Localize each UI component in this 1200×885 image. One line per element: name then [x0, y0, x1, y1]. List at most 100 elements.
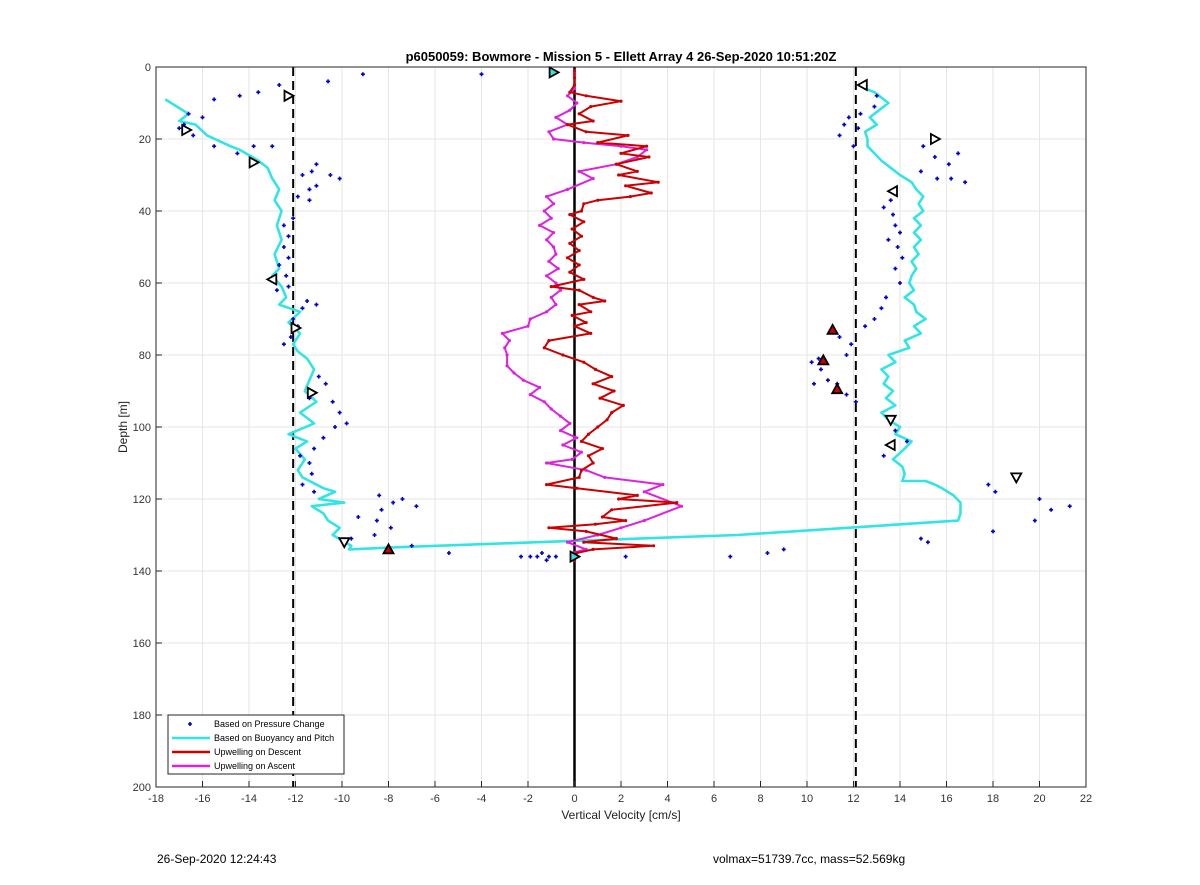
series-point-upwelling-on-descent [596, 425, 600, 429]
pressure-change-point [811, 381, 816, 386]
y-tick-label: 60 [139, 278, 151, 290]
pressure-change-point [921, 144, 926, 149]
series-point-upwelling-on-ascent [528, 393, 532, 397]
legend: Based on Pressure Change Based on Buoyanc… [167, 714, 345, 775]
series-point-upwelling-on-descent [577, 303, 581, 307]
y-tick-label: 40 [139, 206, 151, 218]
series-point-upwelling-on-descent [589, 331, 593, 335]
pressure-change-point [856, 126, 861, 131]
pressure-change-point [200, 115, 205, 120]
pressure-change-point [374, 518, 379, 523]
series-point-upwelling-on-ascent [642, 519, 646, 523]
series-point-upwelling-on-ascent [551, 245, 556, 249]
triangle-marker [283, 89, 296, 103]
triangle-marker [290, 321, 303, 335]
pressure-change-point [344, 421, 349, 426]
chart-title: p6050059: Bowmore - Mission 5 - Ellett A… [406, 49, 837, 64]
x-tick-label: -8 [384, 793, 394, 805]
series-point-upwelling-on-descent [572, 83, 577, 87]
pressure-change-point [874, 93, 879, 98]
series-point-upwelling-on-descent [577, 249, 581, 253]
legend-entry: Based on Pressure Change [214, 719, 325, 729]
series-point-upwelling-on-ascent [545, 238, 549, 242]
pressure-change-point [886, 237, 891, 242]
pressure-change-point [337, 410, 342, 415]
pressure-change-point [837, 335, 842, 339]
pressure-change-point [765, 551, 770, 555]
pressure-change-point [535, 554, 540, 559]
x-tick-label: -18 [148, 793, 164, 805]
series-point-upwelling-on-descent [582, 540, 586, 544]
pressure-change-point [291, 216, 296, 221]
triangle-marker [181, 123, 194, 137]
pressure-change-point [235, 151, 240, 156]
series-point-upwelling-on-descent [617, 173, 621, 177]
pressure-change-point [844, 353, 849, 357]
series-point-upwelling-on-descent [675, 501, 679, 505]
triangle-marker [886, 184, 898, 198]
series-point-upwelling-on-ascent [551, 231, 556, 235]
series-point-upwelling-on-ascent [561, 443, 565, 447]
series-point-upwelling-on-descent [568, 270, 572, 274]
series-point-upwelling-on-descent [617, 497, 621, 501]
series-point-upwelling-on-descent [649, 191, 653, 195]
pressure-change-point [295, 194, 300, 199]
pressure-change-point [330, 399, 335, 404]
x-tick-label: -16 [195, 793, 211, 805]
series-point-upwelling-on-descent [647, 155, 651, 159]
series-point-upwelling-on-descent [565, 256, 570, 260]
series-point-upwelling-on-descent [579, 439, 584, 443]
legend-entry: Upwelling on Descent [214, 747, 302, 757]
series-point-upwelling-on-descent [624, 184, 628, 188]
triangle-marker [830, 382, 844, 395]
pressure-change-point [191, 133, 196, 138]
x-tick-label: -2 [523, 793, 533, 805]
pressure-change-point [321, 435, 326, 440]
x-tick-label: 16 [940, 793, 952, 805]
series-point-upwelling-on-descent [577, 263, 581, 267]
pressure-change-point [337, 176, 342, 181]
pressure-change-point [270, 144, 275, 149]
pressure-change-point [881, 205, 886, 210]
pressure-change-point [307, 198, 312, 203]
pressure-change-point [414, 504, 419, 509]
pressure-change-point [391, 500, 396, 505]
series-point-upwelling-on-ascent [554, 252, 558, 256]
series-point-upwelling-on-descent [651, 544, 656, 548]
pressure-change-point [853, 399, 858, 404]
series-point-upwelling-on-ascent [500, 331, 505, 335]
triangle-marker [883, 438, 896, 452]
pressure-change-point [1037, 497, 1042, 501]
series-point-upwelling-on-descent [549, 285, 553, 289]
pressure-change-point [816, 356, 821, 361]
pressure-change-point [281, 245, 286, 249]
series-point-upwelling-on-ascent [565, 187, 570, 191]
triangle-marker [381, 542, 396, 555]
pressure-change-point [935, 176, 940, 181]
series-point-upwelling-on-descent [656, 180, 660, 184]
series-point-upwelling-on-descent [614, 162, 618, 166]
series-point-upwelling-on-ascent [505, 353, 509, 357]
x-tick-label: -12 [288, 793, 304, 805]
pressure-change-point [323, 381, 328, 386]
series-point-upwelling-on-ascent [554, 303, 558, 307]
y-tick-label: 180 [133, 710, 151, 722]
pressure-change-point [307, 187, 312, 192]
x-tick-label: 18 [987, 793, 999, 805]
pressure-change-point [918, 536, 923, 541]
pressure-change-point [316, 374, 321, 379]
series-point-upwelling-on-descent [610, 411, 614, 415]
pressure-change-point [274, 288, 279, 293]
series-point-upwelling-on-ascent [644, 148, 649, 152]
series-point-upwelling-on-ascent [642, 490, 646, 494]
pressure-change-point [328, 173, 333, 177]
x-tick-label: 22 [1080, 793, 1092, 805]
series-point-upwelling-on-descent [586, 432, 591, 436]
pressure-change-point [446, 551, 451, 555]
series-point-upwelling-on-descent [598, 396, 602, 400]
pressure-change-point [237, 93, 242, 98]
series-point-upwelling-on-descent [593, 367, 598, 371]
series-point-upwelling-on-ascent [507, 339, 511, 343]
series-point-upwelling-on-descent [579, 234, 584, 238]
